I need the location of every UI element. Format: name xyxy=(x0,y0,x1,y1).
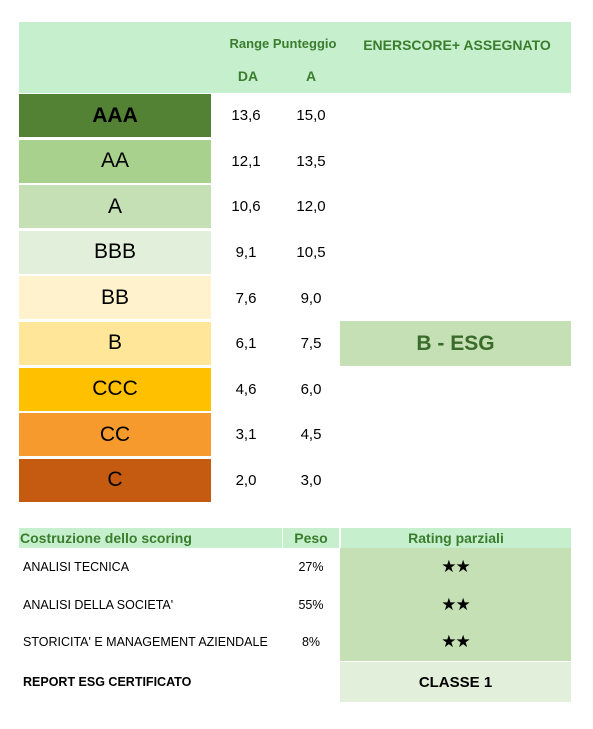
rating-row: AAA 13,6 15,0 xyxy=(19,93,571,139)
range-to-value: 3,0 xyxy=(300,472,322,490)
scoring-row: ANALISI TECNICA 27% ★★ xyxy=(19,548,571,586)
range-from-value: 13,6 xyxy=(231,107,261,125)
range-to-value: 10,5 xyxy=(296,244,326,262)
range-to-value: 13,5 xyxy=(296,152,326,170)
partial-ratings-panel xyxy=(340,548,571,661)
rating-table-header: Range Punteggio DA A ENERSCORE+ ASSEGNAT… xyxy=(19,22,571,93)
rating-row: BB 7,6 9,0 xyxy=(19,275,571,321)
scoring-label: STORICITA' E MANAGEMENT AZIENDALE xyxy=(23,635,268,649)
report-esg-label: REPORT ESG CERTIFICATO xyxy=(23,675,192,689)
scoring-table-header: Costruzione dello scoring Peso Rating pa… xyxy=(19,528,571,548)
rating-rows: AAA 13,6 15,0 AA 12,1 13,5 A 10,6 12,0 B… xyxy=(19,93,571,503)
rating-row: C 2,0 3,0 xyxy=(19,458,571,504)
grade-cell: AAA xyxy=(19,94,211,137)
rating-row: BBB 9,1 10,5 xyxy=(19,230,571,276)
range-to-value: 9,0 xyxy=(300,289,322,307)
scoring-label: ANALISI DELLA SOCIETA' xyxy=(23,598,174,612)
grade-cell: AA xyxy=(19,139,211,183)
scoring-peso: 8% xyxy=(301,635,321,649)
assigned-title: ENERSCORE+ ASSEGNATO xyxy=(363,37,551,53)
range-from-value: 9,1 xyxy=(235,244,257,262)
grade-cell: A xyxy=(19,185,211,229)
scoring-row: STORICITA' E MANAGEMENT AZIENDALE 8% ★★ xyxy=(19,623,571,661)
range-to-header: A xyxy=(305,68,317,84)
range-to-value: 15,0 xyxy=(296,107,326,125)
grade-cell: BBB xyxy=(19,230,211,274)
range-from-value: 4,6 xyxy=(235,380,257,398)
star-rating-icon: ★★ xyxy=(441,595,470,614)
grade-cell: BB xyxy=(19,276,211,320)
range-from-value: 3,1 xyxy=(235,426,257,444)
scoring-title: Costruzione dello scoring xyxy=(19,528,282,548)
star-rating-icon: ★★ xyxy=(441,557,470,576)
rating-row: CCC 4,6 6,0 xyxy=(19,367,571,413)
range-from-value: 6,1 xyxy=(235,335,257,353)
scoring-peso: 55% xyxy=(298,598,324,612)
range-from-value: 12,1 xyxy=(231,152,261,170)
peso-header: Peso xyxy=(283,528,339,548)
rating-parziali-header: Rating parziali xyxy=(341,528,571,548)
range-title: Range Punteggio xyxy=(229,36,337,51)
range-from-value: 7,6 xyxy=(235,289,257,307)
range-from-value: 10,6 xyxy=(231,198,261,216)
rating-row: CC 3,1 4,5 xyxy=(19,412,571,458)
grade-cell: CCC xyxy=(19,367,211,411)
grade-cell: B xyxy=(19,321,211,365)
range-from-value: 2,0 xyxy=(235,472,257,490)
grade-cell: C xyxy=(19,458,211,502)
range-to-value: 12,0 xyxy=(296,198,326,216)
grade-cell: CC xyxy=(19,413,211,457)
scoring-row: ANALISI DELLA SOCIETA' 55% ★★ xyxy=(19,586,571,624)
scoring-peso: 27% xyxy=(298,560,324,574)
star-rating-icon: ★★ xyxy=(441,632,470,651)
range-to-value: 7,5 xyxy=(300,335,322,353)
rating-row: A 10,6 12,0 xyxy=(19,184,571,230)
range-to-value: 6,0 xyxy=(300,380,322,398)
scoring-label: ANALISI TECNICA xyxy=(23,560,130,574)
assigned-rating: B - ESG xyxy=(340,321,571,366)
range-from-header: DA xyxy=(237,68,259,84)
range-to-value: 4,5 xyxy=(300,426,322,444)
rating-row: AA 12,1 13,5 xyxy=(19,139,571,185)
rating-row: B 6,1 7,5 xyxy=(19,321,571,367)
classe-badge: CLASSE 1 xyxy=(340,662,571,702)
